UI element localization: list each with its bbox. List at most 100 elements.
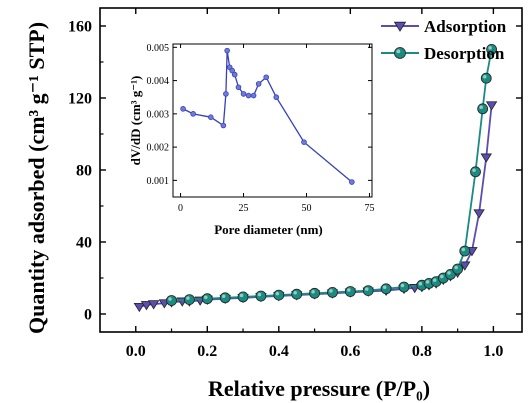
inset-x-axis-label: Pore diameter (nm) [214,222,323,237]
inset-y-axis-label: dV/dD (cm³ g⁻¹) [128,76,143,166]
main-x-tick-label: 0.4 [269,343,289,360]
main-x-tick-label: 0.8 [412,343,432,360]
main-x-tick-label: 0.0 [126,343,146,360]
desorption-point-highlight [461,247,466,252]
inset-y-tick-label: 0.001 [147,176,170,187]
pore-distribution-point [301,139,307,145]
desorption-point [327,286,338,298]
desorption-point [344,286,356,297]
legend-desorption-marker-highlight [396,49,401,54]
inset-y-tick-label: 0.005 [147,43,170,54]
main-x-tick-label: 0.6 [340,343,360,360]
inset-y-tick-label: 0.003 [147,109,170,120]
adsorption-point [459,261,471,271]
pore-distribution-point [245,92,252,99]
legend-adsorption-label: Adsorption [424,17,507,36]
desorption-point-highlight [293,290,297,295]
desorption-point [166,295,177,306]
main-y-tick-label: 0 [84,307,92,324]
pore-distribution-point [349,179,355,185]
desorption-point-highlight [221,294,226,299]
desorption-point-highlight [432,278,437,282]
desorption-point [237,291,249,303]
desorption-point [480,72,492,84]
desorption-point [470,166,481,178]
desorption-point-highlight [454,265,458,270]
pore-distribution-point [255,81,262,87]
desorption-point [255,290,267,302]
desorption-point [477,103,489,115]
inset-x-tick-label: 0 [178,203,183,214]
desorption-point [459,245,471,257]
desorption-point [184,294,195,306]
desorption-point-highlight [382,285,387,290]
adsorption-point [485,101,498,111]
legend-desorption-marker [394,47,406,59]
inset-x-tick-label: 75 [364,203,374,214]
adsorption-point [140,301,153,311]
desorption-point-highlight [204,295,208,299]
desorption-point-highlight [400,283,405,288]
desorption-point-highlight [186,296,190,300]
pore-distribution-point [240,91,247,97]
main-x-tick-label: 1.0 [483,343,503,360]
desorption-point-highlight [329,289,333,293]
adsorption-point [480,153,492,163]
desorption-point [291,288,303,300]
pore-distribution-point [250,92,257,99]
desorption-point-highlight [168,297,172,301]
desorption-point-highlight [472,168,476,173]
pore-distribution-point [224,47,230,54]
desorption-point-highlight [479,105,483,110]
desorption-point [380,283,392,295]
pore-distribution-point [273,94,280,101]
pore-distribution-point [263,74,270,81]
inset-x-tick-label: 25 [239,203,249,214]
main-y-tick-label: 40 [76,235,92,252]
inset-y-tick-label: 0.004 [147,76,170,87]
desorption-point-highlight [347,288,351,292]
desorption-point-highlight [482,74,487,79]
pore-distribution-point [220,122,227,129]
desorption-point [219,292,231,304]
desorption-point-highlight [364,287,369,291]
desorption-point [398,281,410,293]
main-y-tick-label: 80 [76,163,92,180]
main-y-axis-label: Quantity adsorbed (cm³ g⁻¹ STP) [24,22,49,334]
desorption-point [309,287,320,299]
legend-adsorption-marker [393,21,407,32]
desorption-point-highlight [440,274,444,279]
adsorption-point [147,300,160,310]
pore-distribution-point [229,67,235,74]
main-y-tick-label: 120 [68,91,92,108]
legend: Adsorption Desorption [381,17,507,63]
desorption-point-highlight [447,271,451,275]
pore-distribution-point [223,91,229,97]
desorption-point-highlight [257,292,262,297]
desorption-point-highlight [418,281,423,286]
main-series-layer [133,44,498,313]
adsorption-point [473,209,485,219]
inset-x-tick-label: 50 [302,203,312,214]
main-y-tick-label: 160 [68,19,92,36]
desorption-point [362,285,374,297]
legend-desorption-label: Desorption [424,44,505,63]
desorption-point-highlight [488,46,492,50]
desorption-point-highlight [239,293,244,298]
inset-chart: 0 25 50 75 0.001 0.002 0.003 0.004 0.005 Pore dia… [128,43,374,237]
desorption-point [273,289,285,301]
pore-distribution-point [180,106,186,112]
desorption-point-highlight [425,280,430,284]
pore-distribution-point [231,71,238,78]
pore-distribution-point [190,111,196,117]
pore-distribution-point [235,84,242,91]
adsorption-point [133,302,146,313]
main-x-tick-label: 0.2 [197,343,217,360]
desorption-point [452,263,464,275]
desorption-point [201,293,213,305]
pore-distribution-point [207,114,214,120]
desorption-point-highlight [275,291,280,296]
main-x-axis-label: Relative pressure (P/P₀) [208,376,430,401]
main-chart: 0.0 0.2 0.4 0.6 0.8 1.0 0 40 80 120 160 Relative pr… [24,7,523,401]
